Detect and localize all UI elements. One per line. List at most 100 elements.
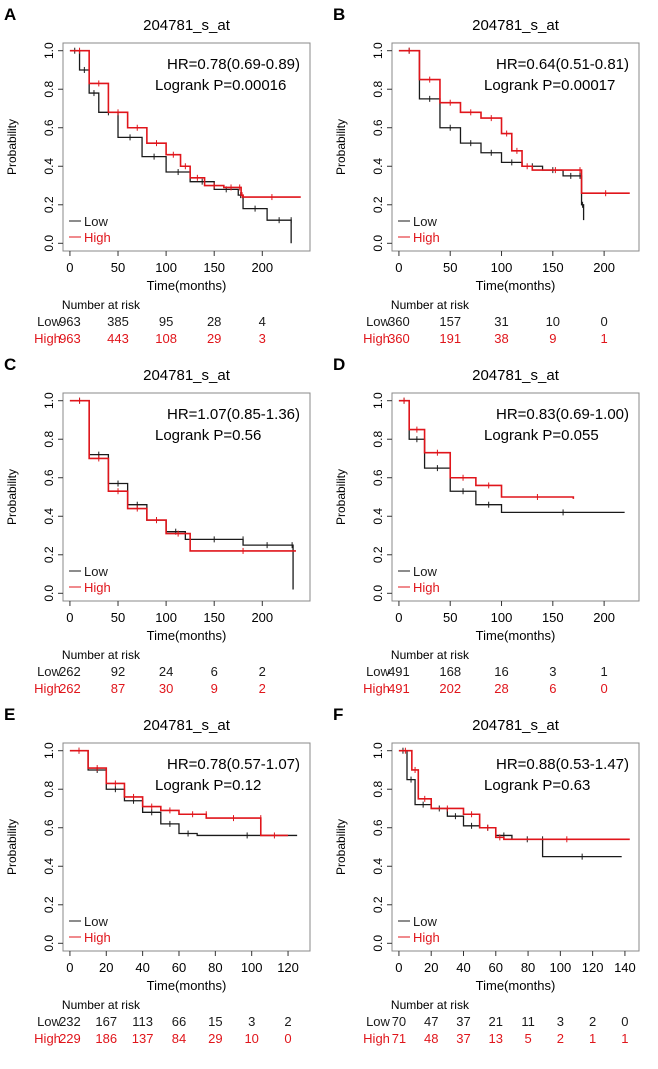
y-tick-label: 0.0 <box>42 585 56 602</box>
risk-value-low: 21 <box>489 1014 503 1029</box>
risk-value-low: 2 <box>259 664 266 679</box>
risk-value-high: 87 <box>111 681 125 696</box>
x-tick-label: 150 <box>203 610 225 625</box>
x-tick-label: 150 <box>542 610 564 625</box>
risk-value-high: 13 <box>489 1031 503 1046</box>
risk-row-label-high: High <box>363 331 390 346</box>
risk-value-high: 443 <box>107 331 129 346</box>
risk-value-high: 202 <box>439 681 461 696</box>
risk-header: Number at risk <box>62 298 141 312</box>
logrank-p: Logrank P=0.00017 <box>484 77 615 94</box>
x-tick-label: 50 <box>443 260 457 275</box>
x-axis-label: Time(months) <box>147 278 227 293</box>
risk-value-low: 3 <box>557 1014 564 1029</box>
plot-box <box>391 392 640 602</box>
risk-value-low: 10 <box>546 314 560 329</box>
risk-value-low: 4 <box>259 314 266 329</box>
x-axis-label: Time(months) <box>476 978 556 993</box>
risk-value-low: 15 <box>208 1014 222 1029</box>
y-tick-label: 1.0 <box>42 42 56 59</box>
y-axis-label: Probability <box>334 119 348 175</box>
chart-title: 204781_s_at <box>143 367 231 384</box>
risk-value-low: 31 <box>494 314 508 329</box>
risk-value-high: 5 <box>524 1031 531 1046</box>
y-tick-label: 0.4 <box>371 508 385 525</box>
y-tick-label: 1.0 <box>42 742 56 759</box>
x-tick-label: 50 <box>443 610 457 625</box>
risk-value-high: 491 <box>388 681 410 696</box>
chart-title: 204781_s_at <box>143 717 231 734</box>
y-tick-label: 1.0 <box>371 42 385 59</box>
y-tick-label: 0.8 <box>371 431 385 448</box>
panel-label: B <box>333 5 345 24</box>
x-tick-label: 200 <box>593 610 615 625</box>
y-tick-label: 0.8 <box>371 81 385 98</box>
logrank-p: Logrank P=0.12 <box>155 777 261 794</box>
y-tick-label: 0.6 <box>371 119 385 136</box>
panel-label: A <box>4 5 16 24</box>
x-tick-label: 150 <box>203 260 225 275</box>
y-axis-label: Probability <box>334 819 348 875</box>
risk-value-high: 37 <box>456 1031 470 1046</box>
y-tick-label: 0.6 <box>42 469 56 486</box>
legend-low: Low <box>413 914 437 929</box>
hazard-ratio: HR=0.83(0.69-1.00) <box>496 406 629 423</box>
km-curve-high <box>398 399 575 499</box>
panel-D: D 204781_s_at 0.0 0.2 0.4 0.6 0.8 1.0 Probabilit… <box>333 355 640 696</box>
risk-row-label-high: High <box>34 1031 61 1046</box>
x-tick-label: 100 <box>155 260 177 275</box>
plot-box <box>391 42 640 252</box>
risk-value-high: 84 <box>172 1031 186 1046</box>
x-tick-label: 100 <box>491 260 513 275</box>
risk-value-low: 24 <box>159 664 173 679</box>
km-curve-high <box>69 49 301 198</box>
legend-low: Low <box>84 914 108 929</box>
x-axis-label: Time(months) <box>476 278 556 293</box>
x-tick-label: 100 <box>241 960 263 975</box>
y-tick-label: 0.8 <box>42 781 56 798</box>
y-tick-label: 0.8 <box>42 81 56 98</box>
y-tick-label: 0.6 <box>42 819 56 836</box>
risk-value-low: 0 <box>621 1014 628 1029</box>
risk-row-label-high: High <box>34 681 61 696</box>
risk-value-high: 38 <box>494 331 508 346</box>
risk-row-label-high: High <box>363 1031 390 1046</box>
y-tick-label: 0.4 <box>42 858 56 875</box>
legend-high: High <box>84 230 111 245</box>
x-tick-label: 80 <box>521 960 535 975</box>
risk-value-high: 262 <box>59 681 81 696</box>
risk-value-low: 2 <box>284 1014 291 1029</box>
risk-value-high: 71 <box>392 1031 406 1046</box>
x-tick-label: 200 <box>251 260 273 275</box>
risk-value-high: 30 <box>159 681 173 696</box>
panel-label: E <box>4 705 15 724</box>
y-axis-label: Probability <box>334 469 348 525</box>
risk-value-high: 48 <box>424 1031 438 1046</box>
risk-header: Number at risk <box>62 998 141 1012</box>
risk-value-high: 229 <box>59 1031 81 1046</box>
plot-box <box>62 742 311 952</box>
risk-row-label-low: Low <box>366 314 390 329</box>
risk-value-high: 1 <box>601 331 608 346</box>
y-tick-label: 0.6 <box>371 469 385 486</box>
risk-value-high: 2 <box>259 681 266 696</box>
risk-value-low: 2 <box>589 1014 596 1029</box>
y-tick-label: 0.2 <box>371 896 385 913</box>
panel-label: C <box>4 355 16 374</box>
risk-value-high: 108 <box>155 331 177 346</box>
y-tick-label: 0.2 <box>371 196 385 213</box>
risk-value-high: 963 <box>59 331 81 346</box>
x-tick-label: 0 <box>66 260 73 275</box>
risk-header: Number at risk <box>391 298 470 312</box>
x-axis-label: Time(months) <box>476 628 556 643</box>
hazard-ratio: HR=1.07(0.85-1.36) <box>167 406 300 423</box>
x-tick-label: 100 <box>491 610 513 625</box>
legend-high: High <box>413 930 440 945</box>
y-tick-label: 1.0 <box>371 742 385 759</box>
x-tick-label: 20 <box>424 960 438 975</box>
x-tick-label: 0 <box>66 960 73 975</box>
x-tick-label: 140 <box>614 960 636 975</box>
risk-value-low: 70 <box>392 1014 406 1029</box>
risk-value-low: 385 <box>107 314 129 329</box>
x-tick-label: 50 <box>111 260 125 275</box>
